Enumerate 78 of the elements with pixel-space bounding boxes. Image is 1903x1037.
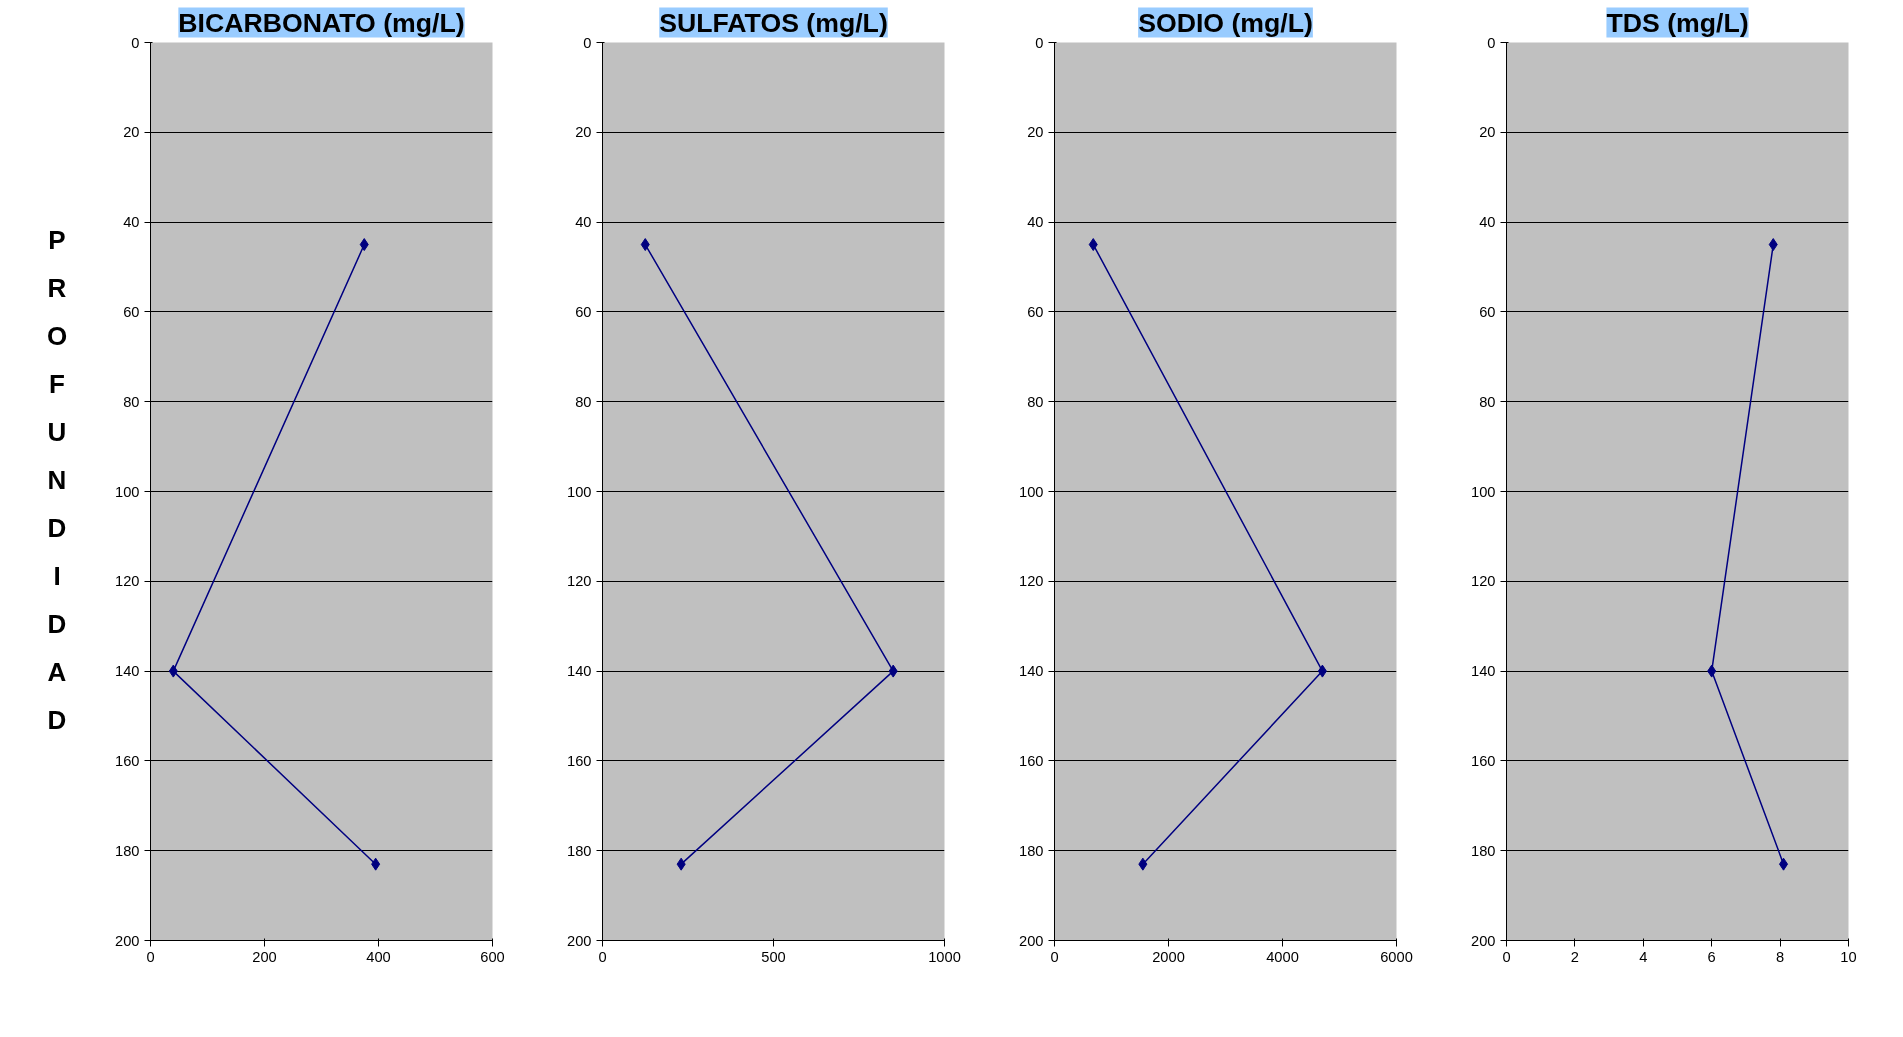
y-tick-label: 20 [575,124,592,141]
x-tick-label: 10 [1840,948,1857,965]
chart-title: BICARBONATO (mg/L) [178,7,465,38]
y-tick-label: 200 [1471,932,1496,949]
y-tick-label: 100 [567,483,592,500]
point [640,238,650,252]
point [676,857,686,871]
chart-title: SULFATOS (mg/L) [659,7,888,38]
x-tick-label: 2000 [1152,948,1185,965]
x-tick-label: 0 [598,948,607,965]
y-tick-label: 200 [567,932,592,949]
y-tick-label: 180 [1471,842,1496,859]
x-tick-label: 6 [1707,948,1716,965]
y-tick-label: 140 [115,663,140,680]
y-tick-label: 120 [1019,573,1044,590]
x-tick-label: 6000 [1380,948,1413,965]
y-tick-label: 100 [1019,483,1044,500]
x-tick-label: 2 [1570,948,1579,965]
point [1707,664,1717,678]
y-tick-label: 0 [131,34,140,51]
y-tick-label: 40 [575,214,592,231]
x-tick-label: 4000 [1266,948,1299,965]
y-tick-label: 100 [115,483,140,500]
y-tick-label: 80 [1027,393,1044,410]
point [888,664,898,678]
x-tick-label: 400 [366,948,391,965]
y-tick-label: 140 [1471,663,1496,680]
y-tick-label: 20 [123,124,140,141]
x-tick-label: 0 [1502,948,1511,965]
point [359,238,369,252]
y-tick-label: 60 [575,303,592,320]
x-tick-label: 200 [252,948,277,965]
y-tick-label: 40 [1027,214,1044,231]
x-tick-label: 600 [480,948,505,965]
y-tick-label: 180 [567,842,592,859]
y-tick-label: 80 [575,393,592,410]
y-tick-label: 160 [115,752,140,769]
chart-title: TDS (mg/L) [1606,7,1749,38]
point [1088,238,1098,252]
point [371,857,381,871]
y-tick-label: 140 [1019,663,1044,680]
y-tick-label: 20 [1479,124,1496,141]
y-tick-label: 160 [1019,752,1044,769]
x-tick-label: 1000 [928,948,961,965]
y-tick-label: 80 [1479,393,1496,410]
y-tick-label: 80 [123,393,140,410]
y-tick-label: 160 [567,752,592,769]
y-tick-label: 0 [583,34,592,51]
point [1768,238,1778,252]
y-tick-label: 200 [1019,932,1044,949]
y-tick-label: 180 [1019,842,1044,859]
y-tick-label: 0 [1487,34,1496,51]
y-tick-label: 60 [123,303,140,320]
y-tick-label: 60 [1479,303,1496,320]
x-tick-label: 0 [146,948,155,965]
y-tick-label: 120 [1471,573,1496,590]
x-tick-label: 4 [1639,948,1648,965]
y-tick-label: 140 [567,663,592,680]
y-tick-label: 120 [567,573,592,590]
x-tick-label: 8 [1776,948,1785,965]
point [1779,857,1789,871]
point [1138,857,1148,871]
y-tick-label: 40 [123,214,140,231]
y-tick-label: 180 [115,842,140,859]
y-tick-label: 200 [115,932,140,949]
point [168,664,178,678]
x-tick-label: 500 [761,948,786,965]
y-tick-label: 60 [1027,303,1044,320]
y-tick-label: 20 [1027,124,1044,141]
y-tick-label: 100 [1471,483,1496,500]
x-tick-label: 0 [1050,948,1059,965]
y-axis-title: PROFUNDIDAD [41,225,73,753]
y-tick-label: 160 [1471,752,1496,769]
point [1317,664,1327,678]
y-tick-label: 120 [115,573,140,590]
chart-title: SODIO (mg/L) [1138,7,1313,38]
y-tick-label: 40 [1479,214,1496,231]
y-tick-label: 0 [1035,34,1044,51]
